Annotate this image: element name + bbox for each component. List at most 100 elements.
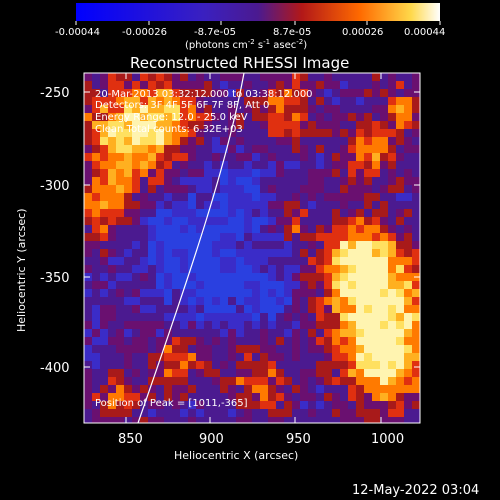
image-pixel (388, 369, 396, 377)
image-pixel (100, 113, 108, 121)
image-pixel (124, 129, 132, 137)
image-pixel (180, 241, 188, 249)
image-pixel (236, 369, 244, 377)
image-pixel (188, 353, 196, 361)
image-pixel (364, 137, 372, 145)
image-pixel (404, 113, 412, 121)
image-pixel (260, 209, 268, 217)
image-pixel (276, 233, 284, 241)
image-pixel (356, 161, 364, 169)
image-pixel (276, 353, 284, 361)
image-pixel (364, 377, 372, 385)
peak-position: Position of Peak = [1011,-365] (95, 398, 248, 409)
image-pixel (388, 105, 396, 113)
image-pixel (236, 153, 244, 161)
image-pixel (308, 113, 316, 121)
image-pixel (164, 417, 172, 423)
image-pixel (244, 105, 252, 113)
image-pixel (300, 417, 308, 423)
image-pixel (132, 249, 140, 257)
image-pixel (292, 401, 300, 409)
image-pixel (356, 129, 364, 137)
image-pixel (172, 225, 180, 233)
image-pixel (388, 209, 396, 217)
image-pixel (164, 185, 172, 193)
image-pixel (300, 193, 308, 201)
image-pixel (284, 361, 292, 369)
image-pixel (380, 153, 388, 161)
image-pixel (100, 337, 108, 345)
image-pixel (244, 353, 252, 361)
image-pixel (292, 353, 300, 361)
image-pixel (188, 337, 196, 345)
image-pixel (308, 361, 316, 369)
image-pixel (140, 289, 148, 297)
image-pixel (284, 337, 292, 345)
image-pixel (380, 241, 388, 249)
image-pixel (164, 337, 172, 345)
image-pixel (244, 321, 252, 329)
image-pixel (164, 121, 172, 129)
image-pixel (148, 161, 156, 169)
image-pixel (132, 265, 140, 273)
image-pixel (308, 281, 316, 289)
image-pixel (220, 113, 228, 121)
image-pixel (140, 273, 148, 281)
image-pixel (356, 417, 364, 423)
image-pixel (348, 105, 356, 113)
image-pixel (84, 241, 92, 249)
image-pixel (252, 233, 260, 241)
image-pixel (108, 209, 116, 217)
image-pixel (284, 209, 292, 217)
image-pixel (388, 321, 396, 329)
image-pixel (284, 177, 292, 185)
image-pixel (220, 177, 228, 185)
image-pixel (252, 145, 260, 153)
image-pixel (124, 329, 132, 337)
image-pixel (348, 281, 356, 289)
image-pixel (380, 385, 388, 393)
image-pixel (380, 417, 388, 423)
image-pixel (404, 249, 412, 257)
image-pixel (244, 89, 252, 97)
image-pixel (156, 369, 164, 377)
image-pixel (220, 185, 228, 193)
image-pixel (340, 89, 348, 97)
image-pixel (324, 281, 332, 289)
colorbar-tick-label-0: -0.00044 (55, 27, 100, 38)
image-pixel (324, 225, 332, 233)
image-pixel (284, 321, 292, 329)
image-pixel (156, 137, 164, 145)
image-pixel (300, 385, 308, 393)
image-pixel (228, 281, 236, 289)
image-pixel (188, 225, 196, 233)
image-pixel (316, 137, 324, 145)
image-pixel (348, 89, 356, 97)
image-pixel (164, 369, 172, 377)
image-pixel (196, 257, 204, 265)
image-pixel (380, 89, 388, 97)
image-pixel (268, 241, 276, 249)
image-pixel (108, 257, 116, 265)
image-pixel (156, 249, 164, 257)
image-pixel (396, 153, 404, 161)
image-pixel (148, 361, 156, 369)
image-pixel (332, 73, 340, 81)
image-pixel (84, 81, 92, 89)
image-pixel (268, 81, 276, 89)
image-pixel (196, 97, 204, 105)
image-pixel (324, 233, 332, 241)
image-pixel (84, 329, 92, 337)
image-pixel (188, 217, 196, 225)
image-pixel (388, 161, 396, 169)
image-pixel (268, 393, 276, 401)
image-pixel (148, 297, 156, 305)
image-pixel (284, 401, 292, 409)
image-pixel (156, 393, 164, 401)
image-pixel (308, 249, 316, 257)
image-pixel (372, 377, 380, 385)
image-pixel (276, 273, 284, 281)
image-pixel (292, 385, 300, 393)
image-pixel (244, 417, 252, 423)
image-pixel (340, 265, 348, 273)
